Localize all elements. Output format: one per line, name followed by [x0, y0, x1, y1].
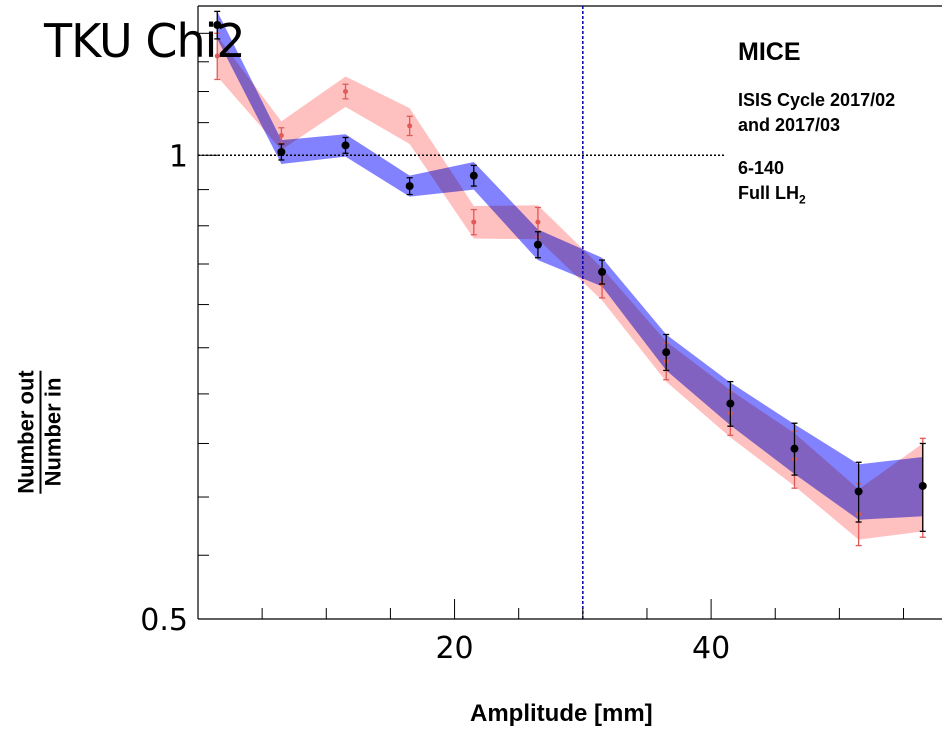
cycle-label-line2: and 2017/03 [738, 115, 841, 135]
plot-frame [197, 5, 942, 620]
absorber-label: Full LH2 [738, 183, 806, 207]
y-axis-denominator: Number in [40, 377, 66, 487]
tick-labels: 20 40 0.5 1 [140, 139, 730, 666]
x-axis-label: Amplitude [mm] [470, 700, 653, 727]
data-point [854, 487, 863, 496]
experiment-label: MICE [738, 38, 801, 66]
axis-ticks [198, 32, 905, 620]
absorber-subscript: 2 [799, 192, 806, 207]
data-points [213, 10, 927, 532]
data-band-area [217, 11, 923, 520]
reference-lines [198, 6, 726, 619]
data-point [341, 141, 350, 150]
data-point [213, 20, 222, 29]
y-axis-numerator: Number out [14, 370, 42, 494]
cycle-label-line1: ISIS Cycle 2017/02 [738, 90, 896, 110]
y-tick-label: 1 [169, 139, 188, 174]
overlay-title: TKU Chi2 [44, 14, 246, 68]
mc-point [343, 89, 349, 95]
y-tick-label: 0.5 [140, 603, 188, 638]
y-axis-label: Number out Number in [10, 352, 70, 512]
absorber-prefix: Full LH [738, 183, 799, 203]
setting-label: 6-140 [738, 158, 785, 178]
x-tick-label: 40 [692, 631, 730, 666]
data-point [918, 481, 927, 490]
data-point [277, 147, 286, 156]
data-point [790, 444, 799, 453]
mc-point [471, 219, 477, 225]
mc-point [278, 133, 284, 139]
data-point [405, 182, 414, 191]
mc-point [214, 53, 220, 59]
data-point [662, 348, 671, 357]
data-point [726, 399, 735, 408]
data-point [469, 171, 478, 180]
x-tick-label: 20 [435, 631, 473, 666]
data-point [598, 267, 607, 276]
mc-point [535, 219, 541, 225]
mc-point [407, 123, 413, 129]
data-point [533, 240, 542, 249]
data-band [217, 11, 923, 520]
